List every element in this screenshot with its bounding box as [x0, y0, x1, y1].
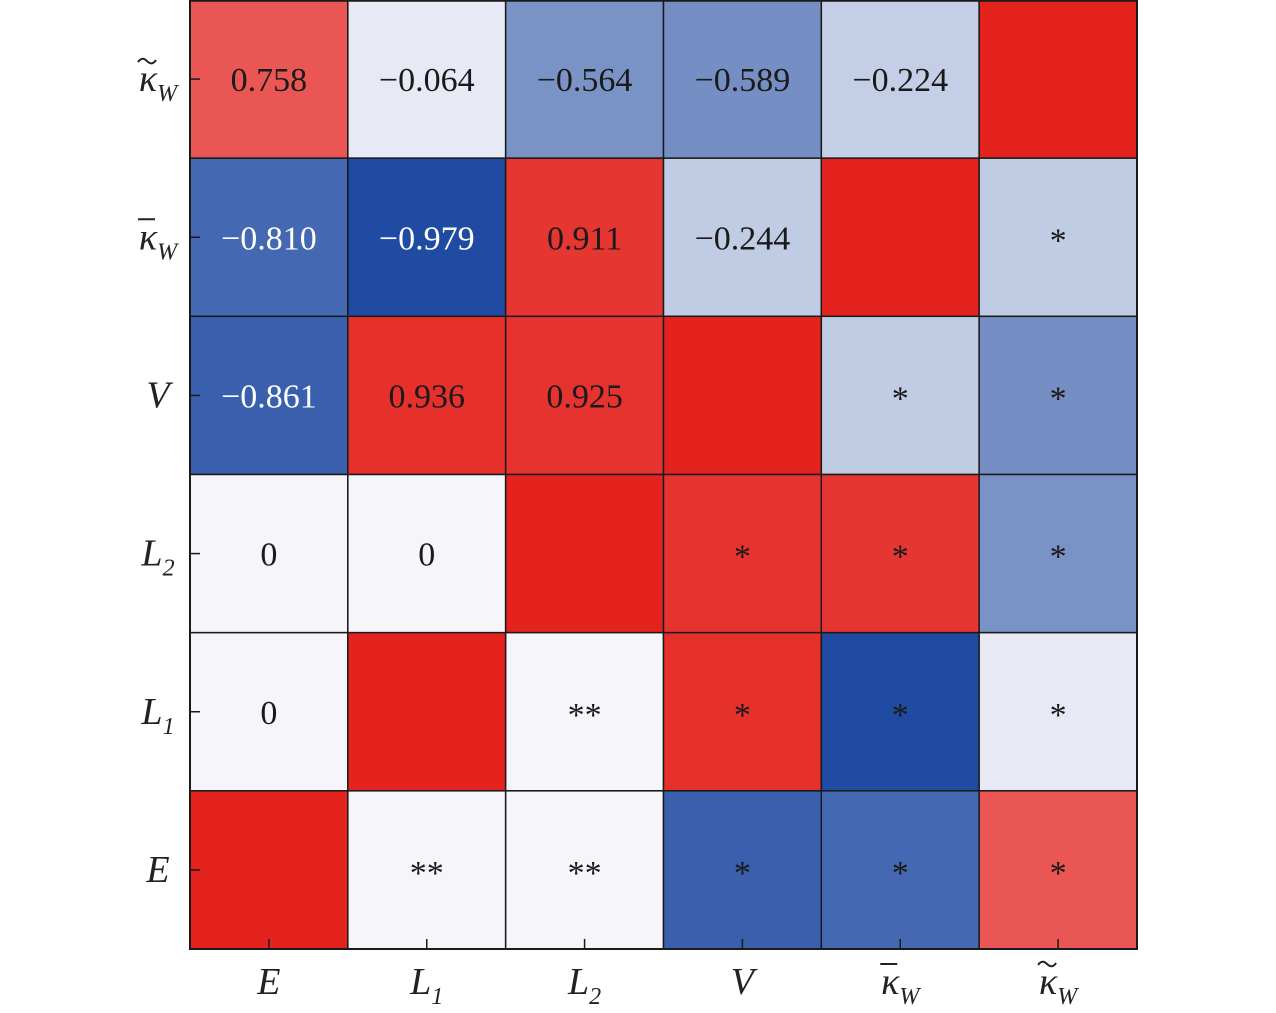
- heatmap-cell: [978, 315, 1138, 476]
- heatmap-cell: [347, 157, 507, 318]
- y-tick-label: κW: [138, 216, 179, 265]
- heatmap-cell: [662, 315, 823, 476]
- axis-label-text: κW: [1039, 961, 1079, 1010]
- significance-marker: *: [734, 697, 751, 734]
- cell-value-label: 0.911: [547, 220, 622, 257]
- heatmap-cell: [978, 631, 1138, 792]
- x-tick-label: L2: [567, 961, 601, 1010]
- axis-label-text: V: [146, 374, 173, 416]
- axis-label-text: E: [256, 961, 280, 1003]
- significance-marker: *: [734, 539, 751, 576]
- heatmap-cell: [820, 631, 980, 792]
- axis-label-subscript: W: [157, 81, 179, 107]
- heatmap-cell: [662, 0, 823, 159]
- y-tick-label: L1: [140, 691, 174, 740]
- tilde-mark: [137, 57, 157, 65]
- heatmap-cell: [504, 473, 665, 634]
- significance-marker: *: [1050, 855, 1067, 892]
- axis-label-subscript: W: [157, 239, 179, 265]
- cell-value-label: −0.064: [379, 62, 475, 99]
- cell-value-label: −0.244: [695, 220, 791, 257]
- heatmap-cell: [662, 473, 823, 634]
- heatmap-cell: [347, 631, 507, 792]
- heatmap-cell: [347, 790, 507, 950]
- y-tick-label: V: [146, 374, 173, 416]
- axis-label-text: L2: [567, 961, 601, 1010]
- significance-marker: *: [1050, 539, 1067, 576]
- significance-marker: *: [892, 380, 909, 417]
- heatmap-cell: [189, 631, 349, 792]
- cell-value-label: −0.589: [695, 62, 791, 99]
- axis-label-subscript: 2: [163, 556, 175, 582]
- significance-marker: *: [734, 855, 751, 892]
- heatmap-cell: [504, 790, 665, 950]
- axis-label-text: L1: [409, 961, 443, 1010]
- cell-value-label: 0.936: [389, 378, 466, 415]
- axis-label-text: κW: [139, 216, 179, 265]
- axis-label-text: V: [731, 961, 758, 1003]
- axis-label-subscript: 1: [431, 984, 443, 1010]
- significance-marker: *: [1050, 380, 1067, 417]
- cell-value-label: −0.979: [379, 220, 475, 257]
- heatmap-cell: [820, 315, 980, 476]
- cell-value-label: 0.758: [231, 62, 308, 99]
- axis-label-text: κW: [881, 961, 921, 1010]
- axis-label-text: L2: [140, 533, 174, 582]
- x-tick-label: κW: [1037, 960, 1079, 1010]
- heatmap-cell: [978, 473, 1138, 634]
- x-tick-label: E: [256, 961, 280, 1003]
- significance-marker: **: [568, 697, 602, 734]
- significance-marker: *: [892, 697, 909, 734]
- x-tick-label: κW: [880, 961, 921, 1010]
- heatmap-cell: [504, 157, 665, 318]
- cell-value-label: −0.564: [537, 62, 633, 99]
- cell-value-label: 0: [418, 537, 435, 574]
- axis-label-text: E: [145, 849, 169, 891]
- heatmap-cell: [504, 315, 665, 476]
- heatmap-cell: [978, 790, 1138, 950]
- heatmap-cell: [189, 157, 349, 318]
- heatmap-cell: [662, 631, 823, 792]
- heatmap-cell: [504, 631, 665, 792]
- axis-label-subscript: W: [899, 984, 921, 1010]
- cell-value-label: −0.810: [221, 220, 317, 257]
- heatmap-cell: [347, 473, 507, 634]
- heatmap-cell: [820, 157, 980, 318]
- heatmap-cell: [189, 0, 349, 159]
- heatmap-cell: [504, 0, 665, 159]
- x-tick-label: L1: [409, 961, 443, 1010]
- heatmap-cell: [820, 0, 980, 159]
- axis-label-subscript: 1: [163, 714, 175, 740]
- cell-value-label: 0: [260, 537, 277, 574]
- axis-label-text: κW: [139, 58, 179, 107]
- cell-value-label: 0: [260, 695, 277, 732]
- y-tick-label: E: [145, 849, 169, 891]
- axis-label-text: L1: [140, 691, 174, 740]
- heatmap-cell: [347, 0, 507, 159]
- significance-marker: **: [568, 855, 602, 892]
- x-tick-label: V: [731, 961, 758, 1003]
- plot-frame: [189, 0, 1138, 950]
- significance-marker: **: [410, 855, 444, 892]
- axis-label-subscript: 2: [589, 984, 601, 1010]
- significance-marker: *: [892, 855, 909, 892]
- heatmap-cell: [978, 0, 1138, 159]
- y-tick-label: κW: [137, 57, 179, 107]
- significance-marker: *: [892, 539, 909, 576]
- heatmap-cell: [189, 790, 349, 950]
- tilde-mark: [1037, 960, 1057, 968]
- cell-value-label: 0.925: [546, 378, 623, 415]
- heatmap-cell: [820, 473, 980, 634]
- significance-marker: *: [1050, 222, 1067, 259]
- heatmap-cell: [347, 315, 507, 476]
- axis-label-subscript: W: [1057, 984, 1079, 1010]
- heatmap-cell: [189, 473, 349, 634]
- cell-value-label: −0.861: [221, 378, 317, 415]
- heatmap-cell: [978, 157, 1138, 318]
- cell-value-label: −0.224: [852, 62, 948, 99]
- y-tick-label: L2: [140, 533, 174, 582]
- significance-marker: *: [1050, 697, 1067, 734]
